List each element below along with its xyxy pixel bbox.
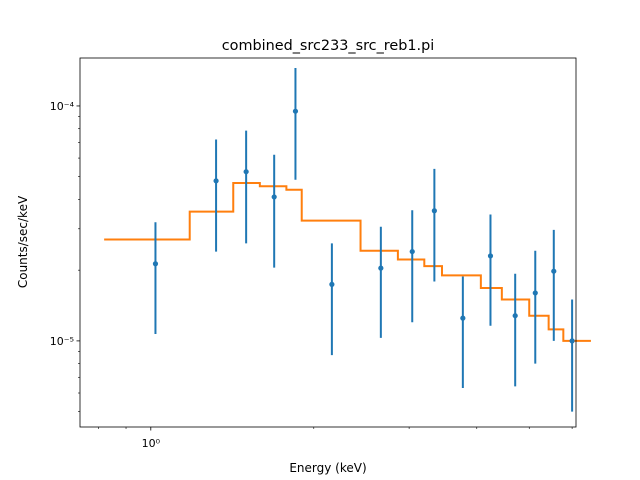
chart-title: combined_src233_src_reb1.pi	[222, 38, 435, 54]
data-point-14	[551, 268, 557, 274]
data-point-8	[409, 248, 415, 255]
data-point-13	[532, 290, 538, 296]
x-axis-label: Energy (keV)	[289, 461, 366, 475]
data-point-7	[378, 265, 384, 271]
data-points	[152, 68, 575, 412]
data-point-12	[512, 313, 518, 319]
axes-frame	[79, 57, 577, 428]
data-point-2	[213, 178, 219, 184]
data-point-4	[271, 194, 277, 200]
data-point-11	[487, 253, 494, 259]
y-tick-label-1: 10⁻⁵	[50, 335, 74, 348]
y-axis-label: Counts/sec/keV	[16, 195, 30, 288]
x-tick-label-1: 10⁰	[142, 437, 161, 450]
y-tick-label-2: 10⁻⁴	[50, 100, 75, 113]
data-point-15	[569, 338, 575, 344]
data-point-6	[329, 281, 335, 287]
plot-area	[104, 68, 591, 412]
data-point-9	[431, 208, 437, 214]
model-step-path	[104, 181, 591, 342]
data-point-3	[243, 169, 249, 175]
data-point-5	[292, 108, 299, 114]
data-point-10	[460, 315, 466, 321]
model-step-line	[104, 181, 591, 342]
data-point-1	[152, 261, 159, 267]
axis-ticks: 10⁰ 10⁻⁵ 10⁻⁴	[50, 100, 573, 450]
